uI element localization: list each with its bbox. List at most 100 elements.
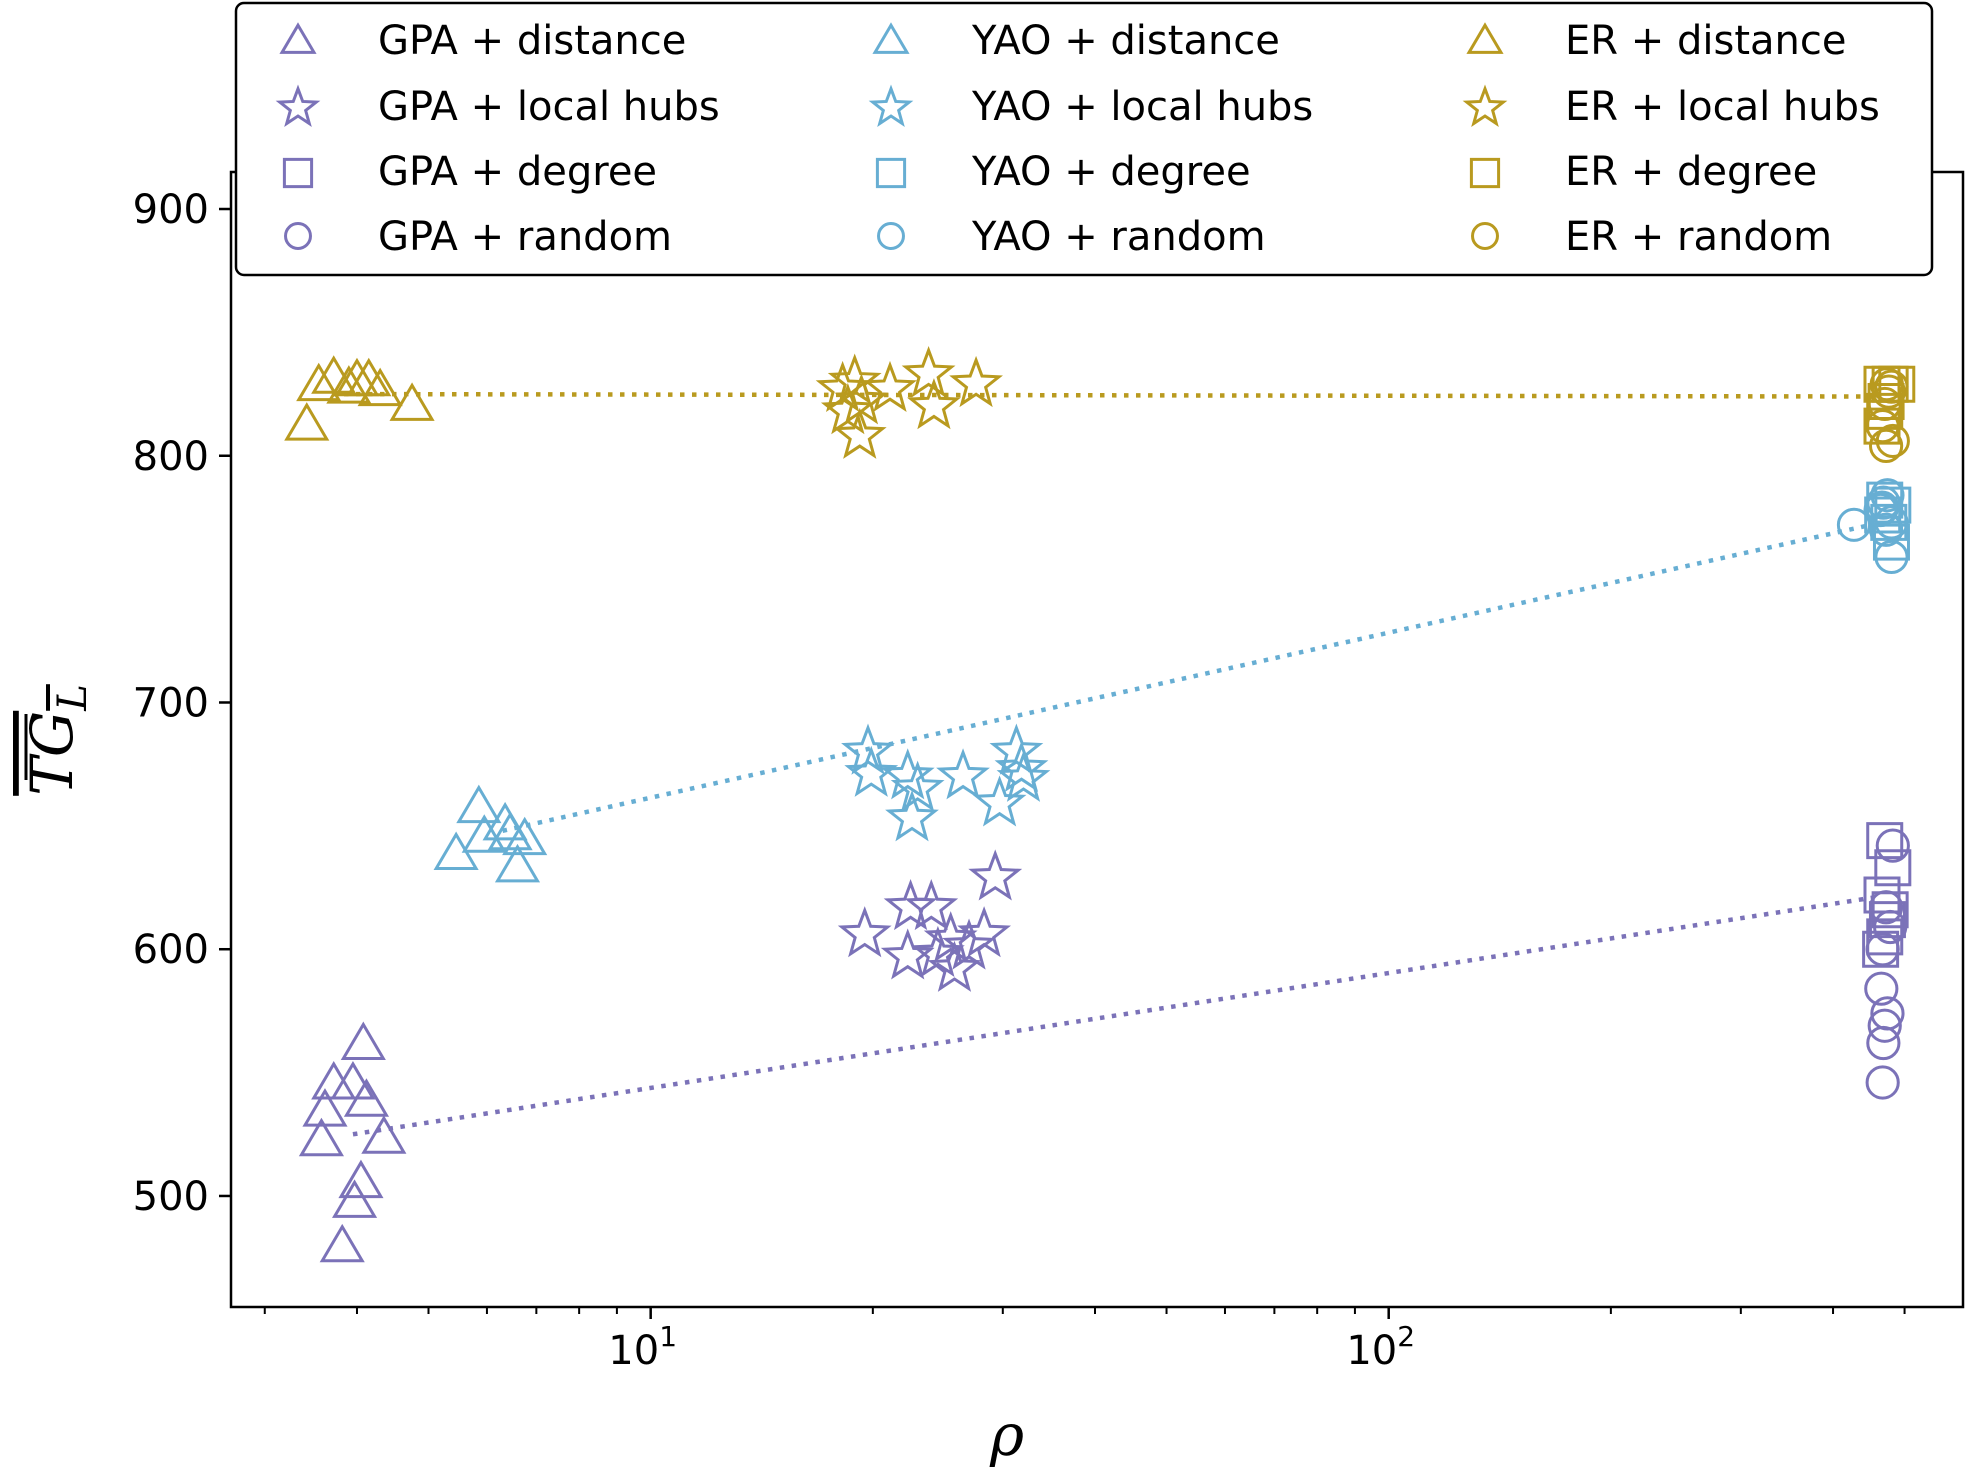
data-point xyxy=(284,402,330,441)
trend-line-gpa xyxy=(352,895,1875,1137)
data-point xyxy=(890,760,945,812)
legend-marker xyxy=(1471,222,1499,250)
legend-marker xyxy=(877,222,905,250)
series-gpa-random xyxy=(1864,828,1910,1100)
data-point xyxy=(972,775,1027,827)
data-point xyxy=(1867,386,1902,422)
legend-label: YAO + random xyxy=(971,214,1266,260)
data-point xyxy=(433,831,479,870)
legend-label: YAO + distance xyxy=(971,18,1280,64)
data-point xyxy=(901,346,956,398)
legend-label: YAO + local hubs xyxy=(971,84,1313,130)
data-point xyxy=(968,849,1023,901)
data-point xyxy=(1862,930,1900,968)
data-point xyxy=(904,878,959,931)
legend-marker xyxy=(868,84,914,127)
data-point xyxy=(361,1115,407,1154)
data-point xyxy=(1866,822,1904,860)
legend-marker xyxy=(1466,22,1504,54)
data-point xyxy=(1868,512,1904,547)
x-tick-label: 101 xyxy=(608,1320,677,1374)
data-point xyxy=(331,1179,378,1218)
data-point xyxy=(461,814,507,853)
data-point xyxy=(330,1060,376,1100)
data-point xyxy=(907,378,961,430)
legend-label: GPA + degree xyxy=(378,149,657,195)
data-point xyxy=(1874,505,1909,540)
legend-label: ER + degree xyxy=(1565,149,1817,195)
data-point xyxy=(302,1088,348,1127)
data-point xyxy=(389,382,435,421)
data-point xyxy=(949,355,1003,408)
legend: GPA + distance GPA + local hubs GPA + degr… xyxy=(234,1,1934,277)
data-point xyxy=(1868,428,1904,463)
data-point xyxy=(1872,523,1910,561)
data-point xyxy=(863,360,917,413)
data-point xyxy=(1863,876,1901,914)
legend-marker xyxy=(279,22,317,54)
legend-label: ER + local hubs xyxy=(1565,84,1880,130)
legend-marker xyxy=(284,222,312,250)
legend-marker xyxy=(1462,84,1508,127)
trend-line-yao xyxy=(502,522,1872,833)
data-point xyxy=(957,906,1012,958)
data-point xyxy=(1874,369,1909,404)
data-point xyxy=(319,1223,365,1263)
data-point xyxy=(880,928,935,980)
data-point xyxy=(1866,1025,1901,1061)
data-point xyxy=(298,1117,344,1157)
y-tick-label: 700 xyxy=(133,680,209,726)
data-point xyxy=(1874,539,1909,575)
data-point xyxy=(502,816,548,856)
series-gpa-degree xyxy=(1862,822,1912,968)
data-point xyxy=(357,367,403,407)
legend-marker xyxy=(875,157,907,189)
y-axis-title-text: TGL xyxy=(18,684,96,796)
data-point xyxy=(936,748,990,800)
data-point xyxy=(346,357,392,397)
data-point xyxy=(311,1060,357,1100)
data-point xyxy=(837,906,892,958)
legend-marker xyxy=(872,22,910,54)
data-point xyxy=(1836,507,1872,542)
data-point xyxy=(994,740,1049,792)
legend-label: ER + random xyxy=(1565,214,1832,260)
y-tick-label: 600 xyxy=(133,927,209,973)
data-point xyxy=(832,407,887,459)
series-gpa-distance xyxy=(298,1021,407,1263)
data-point xyxy=(326,365,372,404)
data-point xyxy=(927,940,982,992)
data-point xyxy=(827,353,882,405)
data-point xyxy=(487,811,533,851)
data-point xyxy=(1868,901,1906,939)
data-point xyxy=(1874,486,1912,524)
data-point xyxy=(844,745,899,797)
data-point xyxy=(456,784,502,824)
x-axis-title: ρ xyxy=(989,1401,1024,1469)
data-point xyxy=(942,918,996,970)
series-er-local-hubs xyxy=(815,346,1003,459)
data-point xyxy=(343,1078,390,1117)
series-yao-local-hubs xyxy=(841,723,1051,842)
data-point xyxy=(1864,971,1899,1006)
data-point xyxy=(1874,849,1912,887)
y-tick-label: 500 xyxy=(133,1174,209,1220)
data-point xyxy=(1873,909,1908,945)
series-er-distance xyxy=(284,355,435,441)
data-point xyxy=(296,362,342,402)
data-point xyxy=(1863,407,1901,445)
y-axis-title: TGL xyxy=(18,684,96,796)
series-yao-distance xyxy=(433,784,548,883)
data-point xyxy=(1865,1065,1900,1100)
data-point xyxy=(1868,890,1904,925)
data-points xyxy=(284,346,1916,1263)
legend-label: GPA + distance xyxy=(378,18,686,64)
legend-box xyxy=(234,1,1934,277)
data-point xyxy=(1865,932,1900,967)
data-point xyxy=(340,1021,386,1060)
plot-frame xyxy=(229,170,1965,1309)
x-tick-label: 102 xyxy=(1346,1320,1415,1374)
data-point xyxy=(1875,423,1910,459)
legend-label: ER + distance xyxy=(1565,18,1847,64)
